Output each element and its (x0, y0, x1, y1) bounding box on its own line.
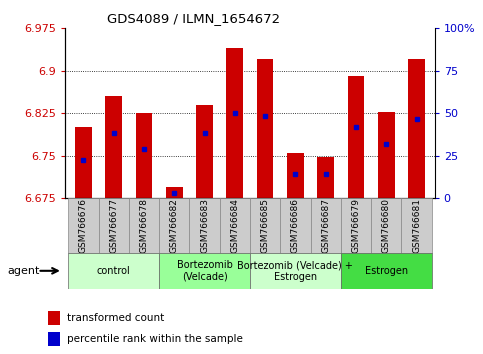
Bar (401, 198, 432, 253)
Bar (311, 198, 341, 253)
Bar (227, 48, 243, 198)
Bar (68, 198, 99, 253)
Text: GSM766678: GSM766678 (140, 198, 148, 253)
Bar (159, 253, 250, 289)
Text: GSM766686: GSM766686 (291, 198, 300, 253)
Text: GSM766687: GSM766687 (321, 198, 330, 253)
Bar (348, 76, 364, 198)
Bar (166, 187, 183, 198)
Bar (136, 113, 152, 198)
Text: GSM766681: GSM766681 (412, 198, 421, 253)
Bar (250, 253, 341, 289)
Text: GSM766680: GSM766680 (382, 198, 391, 253)
Bar (250, 198, 280, 253)
Bar (220, 198, 250, 253)
Bar (99, 198, 129, 253)
Text: Estrogen: Estrogen (365, 266, 408, 276)
Bar (159, 198, 189, 253)
Text: GSM766682: GSM766682 (170, 198, 179, 253)
Text: GSM766679: GSM766679 (352, 198, 360, 253)
Text: percentile rank within the sample: percentile rank within the sample (68, 334, 243, 344)
Bar (68, 253, 159, 289)
Text: GDS4089 / ILMN_1654672: GDS4089 / ILMN_1654672 (107, 12, 280, 25)
Bar (48, 332, 60, 346)
Bar (371, 198, 401, 253)
Bar (280, 198, 311, 253)
Bar (48, 312, 60, 325)
Text: GSM766683: GSM766683 (200, 198, 209, 253)
Text: control: control (97, 266, 130, 276)
Bar (196, 105, 213, 198)
Text: transformed count: transformed count (68, 313, 165, 323)
Text: agent: agent (7, 266, 40, 276)
Text: GSM766685: GSM766685 (261, 198, 270, 253)
Bar (317, 157, 334, 198)
Bar (408, 59, 425, 198)
Bar (105, 96, 122, 198)
Text: Bortezomib
(Velcade): Bortezomib (Velcade) (177, 260, 232, 282)
Bar (378, 112, 395, 198)
Bar (75, 127, 92, 198)
Text: GSM766676: GSM766676 (79, 198, 88, 253)
Bar (257, 59, 273, 198)
Text: Bortezomib (Velcade) +
Estrogen: Bortezomib (Velcade) + Estrogen (238, 260, 354, 282)
Text: GSM766684: GSM766684 (230, 198, 239, 253)
Text: GSM766677: GSM766677 (109, 198, 118, 253)
Bar (287, 153, 304, 198)
Bar (341, 253, 432, 289)
Bar (189, 198, 220, 253)
Bar (341, 198, 371, 253)
Bar (129, 198, 159, 253)
